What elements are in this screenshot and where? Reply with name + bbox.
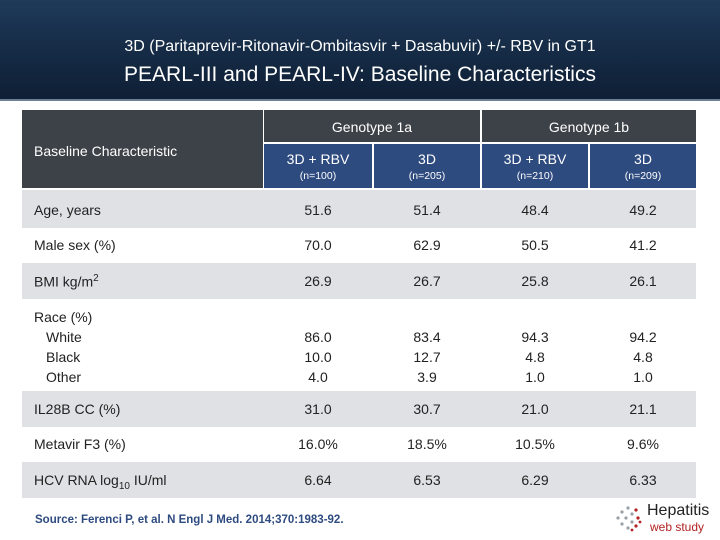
hcv-label-suffix: IU/ml: [129, 472, 167, 488]
cell-value: 26.9: [304, 273, 332, 289]
arm-header-4: 3D (n=209): [590, 144, 696, 188]
row-label-il28b: IL28B CC (%): [34, 401, 121, 417]
race-sub-other: Other: [46, 369, 82, 385]
corner-header-label: Baseline Characteristic: [34, 143, 178, 159]
row-label-race: Race (%) White Black Other: [34, 307, 92, 387]
row-background-metavir: [22, 427, 696, 462]
cell-value: 62.9: [413, 237, 441, 253]
cell-value: 6.53: [413, 472, 441, 488]
arm-n: (n=210): [516, 170, 554, 182]
cell-value: 6.33: [629, 472, 657, 488]
cell-value: 51.6: [304, 202, 332, 218]
arm-label: 3D: [418, 151, 436, 167]
cell-value: 31.0: [304, 401, 332, 417]
cell-value: 10.0: [304, 349, 332, 365]
bmi-label-text: BMI kg/m: [34, 273, 94, 290]
cell-value: 18.5%: [407, 436, 447, 452]
arm-n: (n=209): [624, 170, 662, 182]
cell-value: 6.64: [304, 472, 332, 488]
cell-value: 94.3: [521, 329, 549, 345]
arm-header-2: 3D (n=205): [374, 144, 480, 188]
cell-value: 41.2: [629, 237, 657, 253]
group-label: Genotype 1a: [331, 119, 413, 135]
cell-value: 49.2: [629, 202, 657, 218]
row-background-race: [22, 299, 696, 391]
cell-value: 1.0: [633, 369, 653, 385]
cell-value: 26.7: [413, 273, 441, 289]
cell-value: 70.0: [304, 237, 332, 253]
row-background-age: [22, 190, 696, 228]
cell-value: 16.0%: [298, 436, 338, 452]
cell-value: 21.0: [521, 401, 549, 417]
row-background-il28b: [22, 391, 696, 427]
row-background-male: [22, 228, 696, 263]
cell-value: 4.8: [633, 349, 653, 365]
bmi-superscript: 2: [93, 273, 99, 284]
group-label: Genotype 1b: [548, 119, 630, 135]
arm-n: (n=100): [299, 170, 337, 182]
hcv-label-text: HCV RNA log: [34, 472, 119, 488]
row-background-bmi: [22, 263, 696, 299]
race-cell-1: 86.0 10.0 4.0: [263, 327, 373, 387]
logo-word-hepatitis: Hepatitis: [647, 502, 710, 519]
hepatitis-logo-icon: [616, 506, 642, 532]
cell-value: 1.0: [525, 369, 545, 385]
row-label-hcv-rna: HCV RNA log10 IU/ml: [34, 472, 167, 492]
cell-value: 94.2: [629, 329, 657, 345]
title-divider: [0, 99, 720, 101]
corner-header-cell: [22, 110, 263, 188]
cell-value: 3.9: [417, 369, 437, 385]
cell-value: 4.0: [308, 369, 328, 385]
source-citation: Source: Ferenci P, et al. N Engl J Med. …: [35, 514, 344, 526]
row-background-hcv: [22, 462, 696, 498]
hcv-subscript: 10: [118, 480, 130, 492]
cell-value: 25.8: [521, 273, 549, 289]
slide-subtitle: 3D (Paritaprevir-Ritonavir-Ombitasvir + …: [124, 38, 596, 55]
title-banner: [0, 0, 720, 100]
race-sub-black: Black: [46, 349, 81, 365]
cell-value: 4.8: [525, 349, 545, 365]
cell-value: 21.1: [629, 401, 657, 417]
cell-value: 6.29: [521, 472, 549, 488]
cell-value: 30.7: [413, 401, 441, 417]
arm-label: 3D + RBV: [286, 151, 350, 167]
race-label: Race (%): [34, 309, 93, 325]
race-sub-white: White: [46, 329, 82, 345]
row-label-male-sex: Male sex (%): [34, 237, 116, 253]
group-header-genotype-1b: Genotype 1b: [482, 110, 696, 142]
arm-n: (n=205): [408, 170, 446, 182]
arm-label: 3D: [634, 151, 652, 167]
cell-value: 9.6%: [627, 436, 659, 452]
cell-value: 48.4: [521, 202, 549, 218]
row-label-metavir: Metavir F3 (%): [34, 436, 126, 452]
cell-value: 10.5%: [515, 436, 555, 452]
row-label-age: Age, years: [34, 202, 101, 218]
race-cell-3: 94.3 4.8 1.0: [480, 327, 590, 387]
cell-value: 86.0: [304, 329, 332, 345]
slide-title: PEARL-III and PEARL-IV: Baseline Charact…: [124, 63, 596, 86]
arm-label: 3D + RBV: [503, 151, 567, 167]
cell-value: 50.5: [521, 237, 549, 253]
cell-value: 12.7: [413, 349, 441, 365]
arm-header-1: 3D + RBV (n=100): [264, 144, 372, 188]
arm-header-3: 3D + RBV (n=210): [482, 144, 588, 188]
row-label-bmi: BMI kg/m2: [34, 273, 99, 290]
cell-value: 83.4: [413, 329, 441, 345]
race-cell-4: 94.2 4.8 1.0: [588, 327, 698, 387]
group-header-genotype-1a: Genotype 1a: [264, 110, 480, 142]
cell-value: 51.4: [413, 202, 441, 218]
cell-value: 26.1: [629, 273, 657, 289]
race-cell-2: 83.4 12.7 3.9: [372, 327, 482, 387]
logo-word-web-study: web study: [650, 520, 705, 534]
